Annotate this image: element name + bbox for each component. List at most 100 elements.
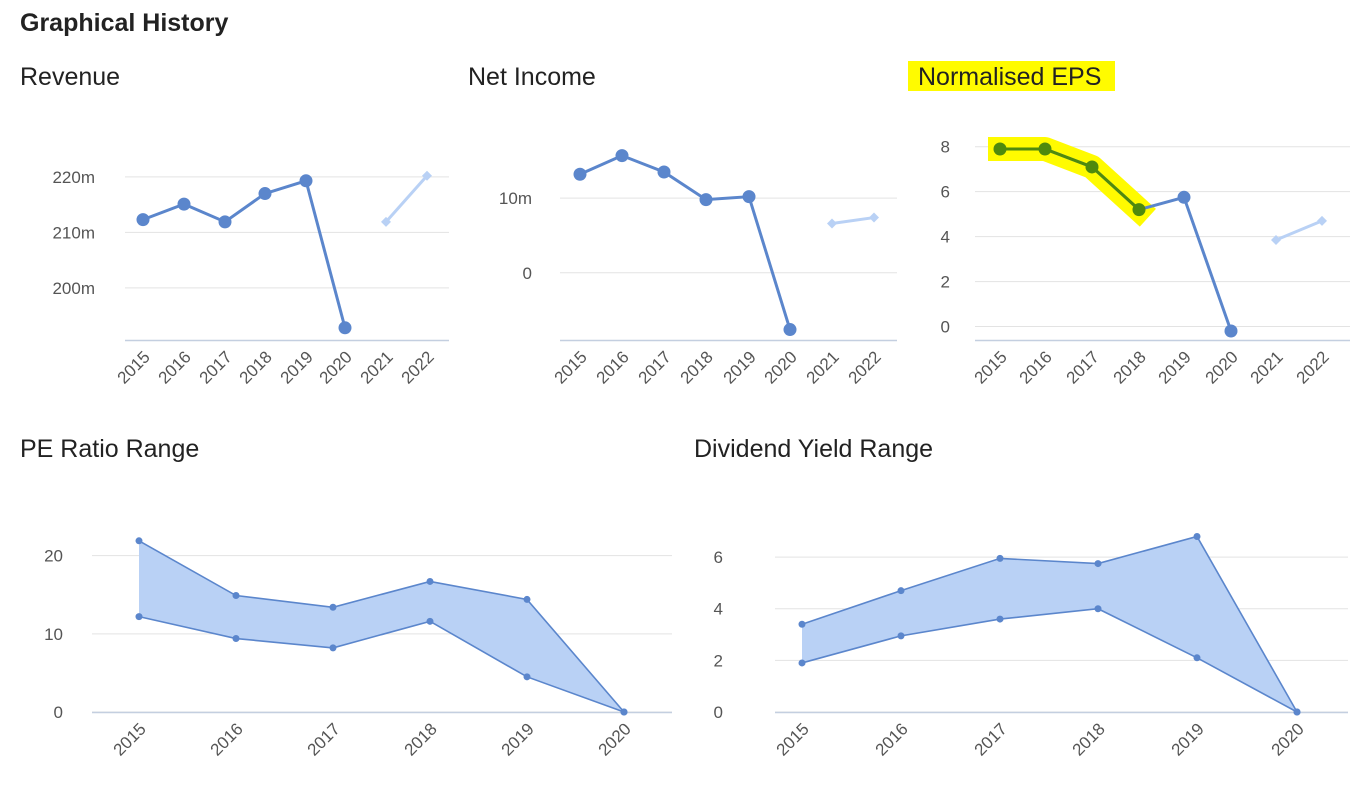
dividend-yield-range-area [802,536,1297,712]
eps-highlighted-line [1000,147,1141,211]
dividend-yield-high-point [897,587,905,595]
eps-x-tick-label: 2022 [1293,347,1333,387]
net-income-x-tick-label: 2016 [593,347,633,387]
revenue-series-line [142,178,347,329]
revenue-x-tick-label: 2022 [398,347,438,387]
pe-ratio-high-point [232,592,240,600]
pe-ratio-y-tick-label: 20 [44,547,63,566]
revenue-data-point [338,321,352,335]
dividend-yield-low-point [1193,654,1201,662]
dividend-yield-y-tick-label: 4 [714,600,723,619]
dividend-yield-low-line [801,607,1298,713]
pe-ratio-x-tick-label: 2020 [595,719,635,759]
dividend-yield-high-line [801,535,1298,713]
dividend-yield-low-point [996,615,1004,623]
revenue-y-tick-label: 210m [52,223,95,242]
pe-ratio-high-point [523,595,531,603]
revenue-data-point [136,213,150,227]
revenue-x-tick-label: 2018 [236,347,276,387]
dividend-yield-x-tick-label: 2015 [773,719,813,759]
net-income-forecast-point [827,218,837,229]
pe-ratio-low-point [135,613,143,621]
dividend-yield-high-point [1094,560,1102,568]
net-income-x-tick-label: 2018 [677,347,717,387]
revenue-x-tick-label: 2015 [114,347,154,387]
revenue-x-tick-label: 2021 [357,347,397,387]
pe-ratio-x-tick-label: 2015 [110,719,150,759]
revenue-forecast-line [384,174,429,223]
eps-y-tick-label: 8 [941,138,950,157]
dividend-yield-x-tick-label: 2018 [1069,719,1109,759]
eps-y-tick-label: 2 [941,273,950,292]
eps-data-point [1177,190,1191,204]
dividend-yield-x-tick-label: 2019 [1168,719,1208,759]
pe-ratio-low-point [329,644,337,652]
revenue-data-point [218,215,232,229]
eps-y-tick-label: 0 [941,318,950,337]
eps-data-point [1085,160,1099,174]
dividend-yield-x-tick-label: 2020 [1268,719,1308,759]
pe-ratio-low-point [620,708,628,716]
eps-data-point [1224,324,1238,338]
eps-data-point [993,142,1007,156]
net-income-data-point [657,165,671,179]
revenue-x-tick-label: 2016 [155,347,195,387]
dividend-yield-low-point [1094,605,1102,613]
pe-ratio-high-point [426,577,434,585]
pe-ratio-low-point [523,673,531,681]
pe-ratio-x-tick-label: 2018 [401,719,441,759]
net-income-data-point [742,190,756,204]
revenue-data-point [177,197,191,211]
eps-title-highlight: Normalised EPS [908,61,1116,91]
net-income-forecast-line [831,216,875,226]
revenue-x-tick-label: 2017 [196,347,236,387]
pe-ratio-high-line [138,540,625,713]
net-income-x-tick-label: 2020 [761,347,801,387]
dividend-yield-low-point [897,632,905,640]
eps-x-tick-label: 2020 [1202,347,1242,387]
net-income-x-tick-label: 2022 [845,347,885,387]
net-income-x-tick-label: 2019 [720,347,760,387]
net-income-data-point [699,193,713,207]
pe-ratio-high-point [135,537,143,545]
net-income-x-tick-label: 2021 [803,347,843,387]
dividend-yield-chart-title: Dividend Yield Range [694,435,934,463]
eps-data-point [1132,203,1146,217]
net-income-series-line [579,153,792,330]
pe-ratio-low-point [426,617,434,625]
eps-y-tick-label: 4 [941,228,950,247]
net-income-chart-title: Net Income [468,63,596,91]
revenue-data-point [299,174,313,188]
eps-x-tick-label: 2021 [1247,347,1287,387]
net-income-data-point [573,167,587,181]
dividend-yield-high-point [798,620,806,628]
revenue-chart-title: Revenue [20,63,121,91]
eps-forecast-point [1271,234,1281,245]
dividend-yield-low-point [1293,708,1301,716]
eps-x-tick-label: 2015 [971,347,1011,387]
eps-forecast-line [1275,219,1323,242]
eps-y-tick-label: 6 [941,183,950,202]
eps-data-point [1038,142,1052,156]
pe-ratio-y-tick-label: 10 [44,625,63,644]
eps-forecast-point [1317,215,1327,226]
pe-ratio-high-point [329,603,337,611]
revenue-x-tick-label: 2020 [316,347,356,387]
revenue-y-tick-label: 200m [52,279,95,298]
net-income-x-tick-label: 2015 [551,347,591,387]
dividend-yield-y-tick-label: 0 [714,703,723,722]
eps-x-tick-label: 2018 [1110,347,1150,387]
pe-ratio-x-tick-label: 2017 [304,719,344,759]
dividend-yield-x-tick-label: 2016 [872,719,912,759]
dividend-yield-x-tick-label: 2017 [971,719,1011,759]
pe-ratio-range-area [139,540,624,712]
page-title: Graphical History [20,9,229,37]
net-income-data-point [615,149,629,163]
revenue-data-point [258,187,272,201]
dividend-yield-high-point [996,554,1004,562]
net-income-y-tick-label: 0 [523,264,532,283]
eps-x-tick-label: 2019 [1155,347,1195,387]
dividend-yield-low-point [798,659,806,667]
net-income-x-tick-label: 2017 [635,347,675,387]
